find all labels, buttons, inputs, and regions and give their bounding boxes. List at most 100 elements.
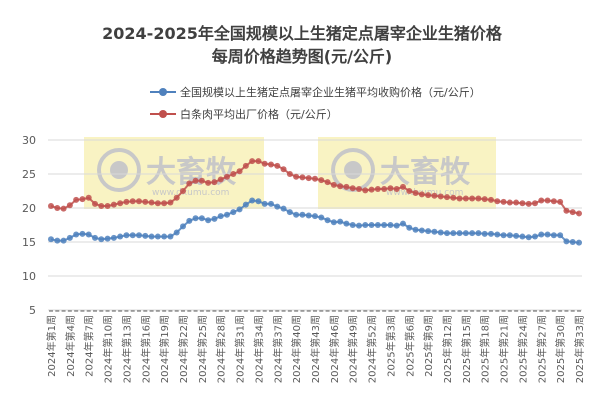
x-tick-label: 2025年第24周 bbox=[516, 315, 529, 383]
x-tick-label: 2024年第52周 bbox=[366, 315, 379, 383]
data-point-1 bbox=[274, 162, 281, 169]
data-point-0 bbox=[324, 217, 331, 224]
data-point-1 bbox=[299, 174, 306, 181]
data-point-0 bbox=[224, 211, 230, 218]
legend-label: 白条肉平均出厂价格（元/公斤） bbox=[180, 108, 338, 121]
x-tick-label: 2025年第27周 bbox=[535, 315, 548, 383]
data-point-0 bbox=[73, 231, 80, 238]
legend-item-live-pig: 全国规模以上生猪定点屠宰企业生猪平均收购价格（元/公斤） bbox=[150, 84, 481, 100]
x-tick-label: 2025年第15周 bbox=[460, 315, 473, 383]
data-point-0 bbox=[123, 232, 130, 239]
data-point-0 bbox=[525, 234, 532, 241]
data-point-1 bbox=[412, 190, 419, 197]
data-point-0 bbox=[450, 230, 457, 237]
data-point-0 bbox=[544, 231, 551, 238]
data-point-0 bbox=[293, 211, 300, 218]
data-point-1 bbox=[268, 161, 274, 168]
data-point-0 bbox=[444, 230, 450, 237]
data-point-0 bbox=[142, 232, 149, 239]
data-point-1 bbox=[60, 205, 67, 212]
data-point-0 bbox=[362, 222, 369, 228]
x-tick-label: 2025年第6周 bbox=[403, 315, 416, 377]
data-point-1 bbox=[173, 194, 180, 201]
data-point-1 bbox=[519, 200, 526, 207]
data-point-1 bbox=[330, 181, 337, 188]
x-tick-label: 2024年第43周 bbox=[309, 315, 322, 383]
data-point-1 bbox=[110, 201, 117, 208]
y-tick-label: 10 bbox=[22, 270, 36, 283]
watermark-url: www.dxumu.com bbox=[152, 188, 229, 198]
data-point-0 bbox=[136, 232, 142, 239]
data-point-1 bbox=[104, 202, 111, 209]
data-point-0 bbox=[356, 222, 362, 229]
data-point-1 bbox=[532, 200, 538, 207]
data-point-1 bbox=[198, 177, 205, 184]
x-tick-label: 2024年第28周 bbox=[215, 315, 228, 383]
data-point-1 bbox=[167, 199, 174, 206]
data-point-0 bbox=[274, 203, 281, 210]
data-point-1 bbox=[136, 198, 142, 205]
data-point-1 bbox=[98, 202, 105, 209]
data-point-1 bbox=[393, 185, 400, 192]
data-point-0 bbox=[129, 232, 136, 239]
data-point-0 bbox=[563, 238, 570, 245]
data-point-1 bbox=[469, 195, 476, 202]
x-tick-label: 2025年第33周 bbox=[573, 315, 586, 383]
x-tick-label: 2025年第21周 bbox=[498, 315, 511, 383]
data-point-0 bbox=[205, 217, 212, 224]
data-point-0 bbox=[242, 201, 249, 208]
data-point-0 bbox=[488, 230, 494, 237]
data-point-0 bbox=[475, 230, 482, 237]
data-point-1 bbox=[374, 185, 381, 192]
data-point-1 bbox=[444, 194, 450, 201]
data-point-1 bbox=[475, 195, 482, 202]
data-point-1 bbox=[557, 198, 564, 205]
x-tick-label: 2025年第30周 bbox=[554, 315, 567, 383]
data-point-0 bbox=[532, 233, 538, 240]
x-tick-label: 2024年第7周 bbox=[83, 315, 96, 377]
data-point-0 bbox=[192, 215, 199, 222]
data-point-1 bbox=[506, 199, 513, 206]
watermark-logo-icon bbox=[97, 148, 141, 192]
watermark-text: 大畜牧 bbox=[380, 155, 471, 190]
x-tick-label: 2024年第19周 bbox=[158, 315, 171, 383]
data-point-0 bbox=[550, 232, 557, 239]
data-point-0 bbox=[412, 226, 419, 233]
data-point-0 bbox=[117, 233, 124, 240]
data-point-1 bbox=[249, 158, 256, 165]
data-point-0 bbox=[280, 205, 287, 212]
data-point-1 bbox=[154, 200, 161, 207]
data-point-1 bbox=[544, 197, 551, 204]
data-point-1 bbox=[337, 183, 344, 190]
chart-subtitle: 每周价格趋势图(元/公斤) bbox=[211, 47, 393, 66]
data-point-0 bbox=[368, 222, 375, 228]
data-point-1 bbox=[318, 177, 325, 184]
data-point-1 bbox=[400, 183, 406, 190]
data-point-1 bbox=[431, 192, 438, 199]
data-point-1 bbox=[456, 195, 463, 202]
data-point-0 bbox=[198, 215, 205, 222]
data-point-1 bbox=[186, 180, 193, 187]
data-point-0 bbox=[557, 232, 564, 239]
data-point-1 bbox=[387, 185, 394, 192]
data-point-0 bbox=[343, 220, 350, 227]
data-point-1 bbox=[418, 191, 425, 198]
data-point-0 bbox=[255, 198, 262, 205]
data-point-0 bbox=[92, 234, 98, 241]
data-point-1 bbox=[356, 185, 362, 192]
data-point-1 bbox=[368, 186, 375, 193]
x-tick-label: 2024年第16周 bbox=[139, 315, 152, 383]
data-point-0 bbox=[211, 215, 218, 222]
watermark-logo-icon bbox=[110, 161, 128, 179]
data-point-0 bbox=[286, 209, 293, 216]
data-point-0 bbox=[374, 222, 381, 228]
data-point-1 bbox=[79, 196, 86, 203]
data-point-1 bbox=[349, 185, 356, 192]
data-point-0 bbox=[148, 233, 155, 240]
x-tick-label: 2024年第10周 bbox=[102, 315, 115, 383]
legend-label: 全国规模以上生猪定点屠宰企业生猪平均收购价格（元/公斤） bbox=[180, 86, 481, 99]
data-point-0 bbox=[425, 228, 432, 235]
data-point-0 bbox=[305, 212, 312, 219]
data-point-1 bbox=[261, 160, 268, 167]
